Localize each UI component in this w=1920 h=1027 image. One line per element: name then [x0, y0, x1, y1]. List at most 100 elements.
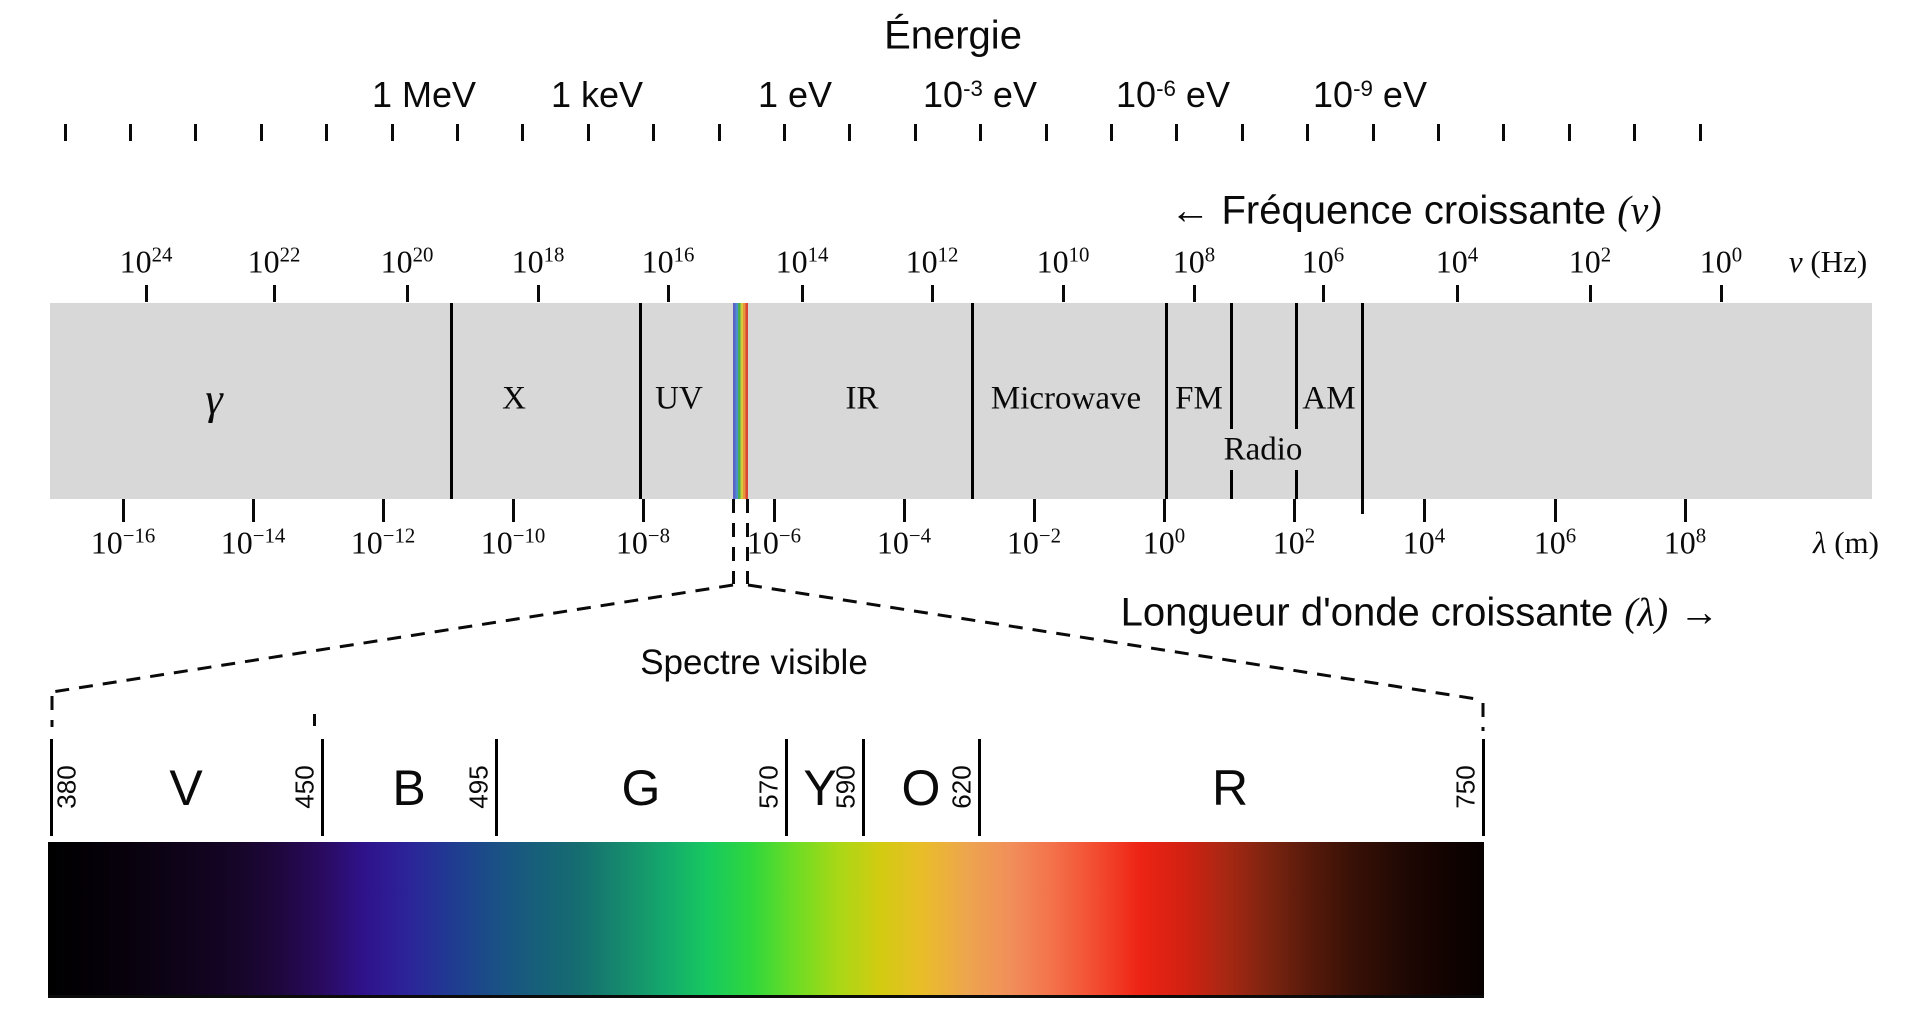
wavelength-label: 106	[1533, 524, 1576, 562]
energy-unit: eV	[982, 74, 1037, 115]
power-exponent: −12	[382, 524, 416, 548]
power-exponent: 8	[1695, 524, 1707, 548]
wavelength-tick-mark	[902, 499, 906, 522]
wavelength-boundary-value: 620	[946, 765, 977, 809]
power-exponent: 22	[279, 243, 301, 267]
frequency-tick-mark	[144, 285, 148, 302]
region-label-x-ray: X	[502, 380, 526, 417]
frequency-tick-mark	[1192, 285, 1196, 302]
energy-tick-mark	[1044, 124, 1048, 141]
wavelength-boundary-line	[494, 739, 498, 836]
energy-axis-label: 1 MeV	[372, 74, 476, 116]
nu-symbol: ν	[1788, 244, 1803, 279]
energy-tick-mark	[1306, 124, 1310, 141]
visible-spectrum-title: Spectre visible	[640, 643, 868, 682]
energy-tick-mark	[1109, 124, 1113, 141]
power-exponent: −2	[1038, 524, 1062, 548]
frequency-label: 108	[1172, 243, 1216, 281]
frequency-tick-mark	[666, 285, 670, 302]
wavelength-tick-mark	[1553, 499, 1557, 522]
frequency-label: 106	[1301, 243, 1345, 281]
frequency-label: 102	[1569, 243, 1612, 281]
power-exponent: 14	[807, 243, 829, 267]
band-divider-split-top	[1294, 303, 1298, 429]
power-base: 10	[380, 243, 413, 280]
wavelength-tick-mark	[511, 499, 515, 522]
wavelength-tick-mark	[1683, 499, 1687, 522]
energy-value: 10	[1116, 74, 1157, 115]
power-exponent: 10	[1068, 243, 1090, 267]
tick-mark-small	[313, 714, 316, 726]
energy-tick-mark	[1240, 124, 1244, 141]
frequency-tick-mark	[405, 285, 409, 302]
region-label-microwave: Microwave	[990, 380, 1142, 417]
wavelength-boundary-value: 750	[1450, 765, 1481, 809]
power-base: 10	[876, 524, 909, 561]
power-exponent: 20	[412, 243, 434, 267]
frequency-tick-mark	[272, 285, 276, 302]
frequency-tick-mark	[1588, 285, 1592, 302]
power-exponent: 24	[151, 243, 173, 267]
right-arrow-icon: →	[1668, 590, 1720, 635]
power-exponent: 6	[1333, 243, 1345, 267]
dashed-connector-left	[51, 583, 734, 694]
wavelength-tick-mark	[1422, 499, 1426, 522]
wavelength-boundary-value: 380	[51, 765, 82, 809]
power-exponent: 18	[543, 243, 565, 267]
wavelength-label: 100	[1142, 524, 1186, 562]
frequency-label: 100	[1700, 243, 1743, 281]
band-divider-split-bottom	[1294, 470, 1298, 499]
energy-tick-mark	[1567, 124, 1571, 141]
power-exponent: 0	[1731, 243, 1743, 267]
lambda-symbol: λ	[1813, 525, 1827, 560]
power-base: 10	[1533, 524, 1566, 561]
visible-color-letter-O: O	[901, 760, 941, 816]
wavelength-label: 10−12	[351, 524, 416, 562]
energy-value: 1	[550, 74, 571, 115]
power-base: 10	[119, 243, 152, 280]
energy-tick-mark	[782, 124, 786, 141]
energy-tick-mark	[259, 124, 263, 141]
power-exponent: 0	[1174, 524, 1186, 548]
energy-exponent: -3	[963, 75, 983, 101]
power-exponent: 2	[1600, 243, 1612, 267]
frequency-label: 1024	[119, 243, 173, 281]
energy-exponent: -9	[1353, 75, 1373, 101]
energy-tick-mark	[848, 124, 852, 141]
power-base: 10	[1172, 243, 1205, 280]
frequency-unit-label: ν (Hz)	[1788, 244, 1868, 279]
power-exponent: 16	[673, 243, 695, 267]
energy-tick-mark	[586, 124, 590, 141]
energy-tick-mark	[1175, 124, 1179, 141]
energy-unit: MeV	[392, 74, 477, 115]
visible-color-letter-V: V	[169, 760, 203, 816]
power-base: 10	[1142, 524, 1175, 561]
energy-tick-mark	[913, 124, 917, 141]
energy-axis-label: 1 keV	[551, 74, 643, 116]
energy-unit: keV	[570, 74, 644, 115]
wavelength-boundary-value: 495	[463, 765, 494, 809]
wavelength-tick-mark	[121, 499, 125, 522]
region-label-fm: FM	[1175, 380, 1223, 417]
power-base: 10	[511, 243, 544, 280]
wavelength-tick-mark	[251, 499, 255, 522]
power-base: 10	[1301, 243, 1334, 280]
power-base: 10	[905, 243, 938, 280]
energy-axis-label: 10-3 eV	[923, 74, 1037, 116]
wavelength-boundary-line	[977, 739, 981, 836]
energy-tick-mark	[717, 124, 721, 141]
energy-exponent: -6	[1156, 75, 1176, 101]
frequency-tick-mark	[800, 285, 804, 302]
power-base: 10	[1006, 524, 1039, 561]
wavelength-label: 10−10	[481, 524, 546, 562]
energy-unit: eV	[1175, 74, 1230, 115]
energy-tick-mark	[128, 124, 132, 141]
energy-tick-mark	[325, 124, 329, 141]
power-base: 10	[1036, 243, 1069, 280]
energy-value: 1	[757, 74, 778, 115]
power-exponent: −14	[252, 524, 286, 548]
wavelength-boundary-line	[861, 739, 865, 836]
frequency-label: 1010	[1036, 243, 1090, 281]
power-exponent: 8	[1204, 243, 1216, 267]
